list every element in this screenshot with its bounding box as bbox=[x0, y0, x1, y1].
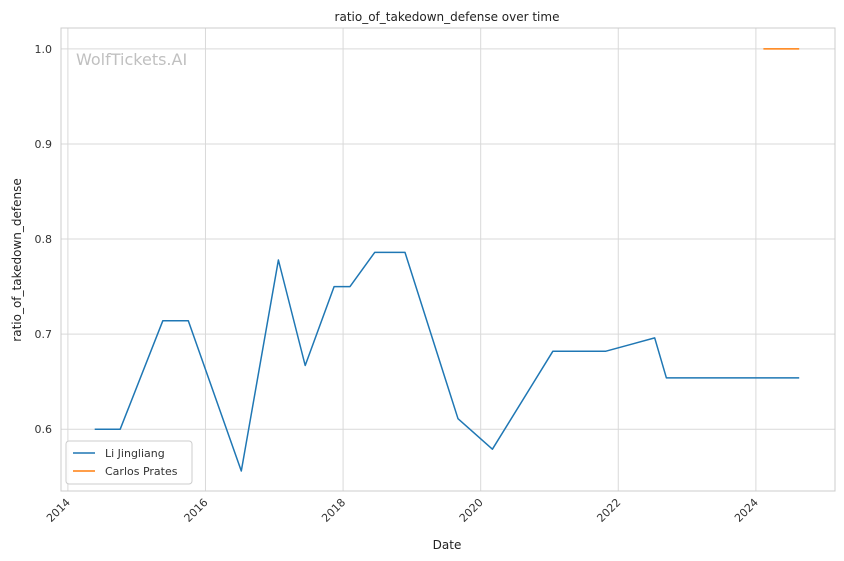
x-tick-label: 2020 bbox=[457, 496, 486, 525]
x-tick-label: 2022 bbox=[594, 496, 623, 525]
x-axis: 2014 2016 2018 2020 2022 2024 bbox=[44, 496, 761, 525]
watermark: WolfTickets.AI bbox=[76, 50, 187, 69]
series-lines bbox=[94, 48, 800, 472]
legend: Li Jingliang Carlos Prates bbox=[65, 440, 193, 485]
x-tick-label: 2016 bbox=[182, 496, 211, 525]
y-tick-label: 1.0 bbox=[35, 43, 53, 56]
y-axis-title: ratio_of_takedown_defense bbox=[10, 178, 24, 341]
x-tick-label: 2024 bbox=[732, 496, 761, 525]
legend-label: Carlos Prates bbox=[105, 465, 178, 478]
x-tick-label: 2018 bbox=[319, 496, 348, 525]
plot-area bbox=[60, 27, 836, 492]
y-tick-label: 0.8 bbox=[35, 233, 53, 246]
y-tick-label: 0.6 bbox=[35, 423, 53, 436]
legend-label: Li Jingliang bbox=[105, 447, 165, 460]
y-axis: 0.6 0.7 0.8 0.9 1.0 bbox=[35, 43, 53, 436]
y-tick-label: 0.7 bbox=[35, 328, 53, 341]
x-tick-label: 2014 bbox=[44, 496, 73, 525]
legend-box bbox=[65, 440, 193, 485]
chart-title: ratio_of_takedown_defense over time bbox=[335, 10, 560, 24]
grid bbox=[61, 28, 835, 491]
x-axis-title: Date bbox=[433, 538, 462, 552]
series-line-li-jingliang bbox=[94, 251, 800, 472]
y-tick-label: 0.9 bbox=[35, 138, 53, 151]
